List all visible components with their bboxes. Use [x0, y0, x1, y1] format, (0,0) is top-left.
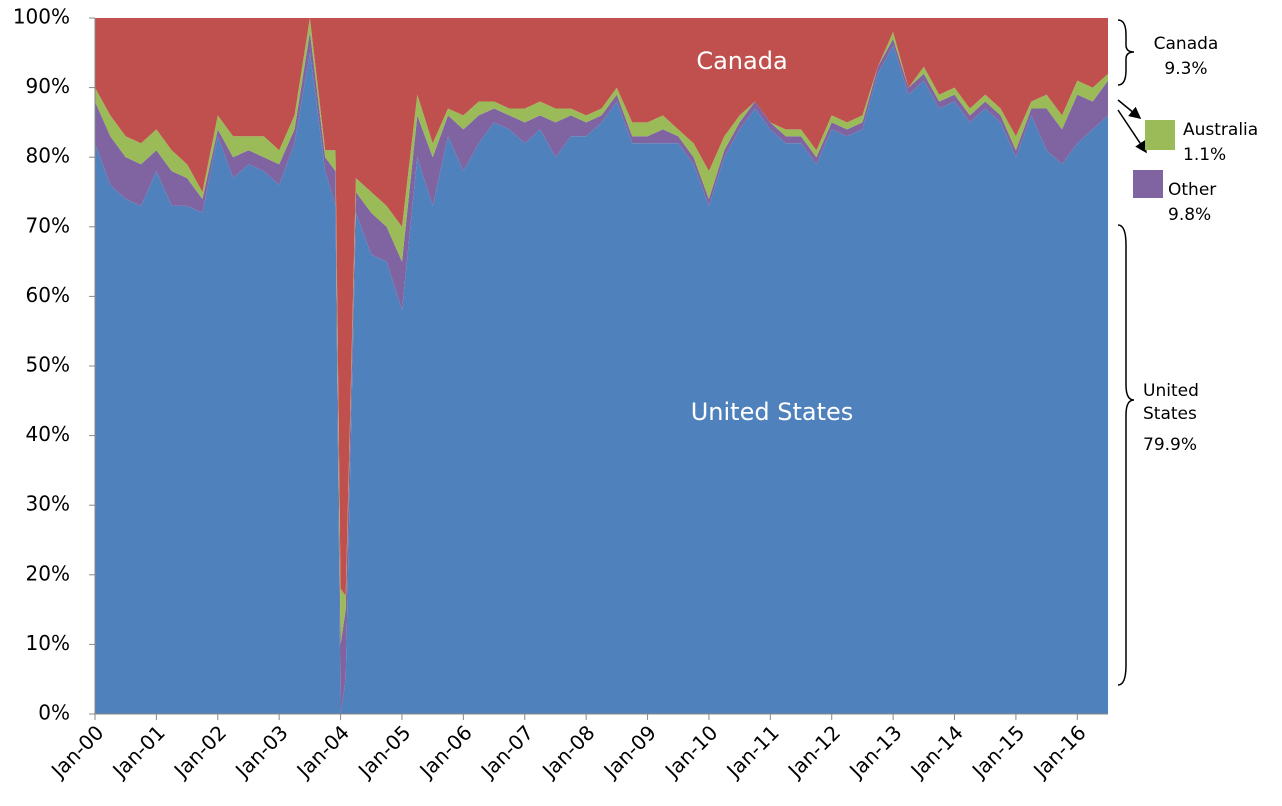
- side-label-name: United States: [1143, 381, 1199, 424]
- side-label: Canada 9.3%: [1145, 32, 1227, 82]
- y-tick-label: 70%: [26, 213, 70, 237]
- x-tick-label: Jan-08: [536, 720, 599, 783]
- x-tick-label: Jan-07: [475, 720, 538, 783]
- x-tick-label: Jan-12: [782, 720, 845, 783]
- x-tick-label: Jan-13: [843, 720, 906, 783]
- side-label: Australia 1.1%: [1183, 118, 1258, 168]
- x-tick-label: Jan-09: [598, 720, 661, 783]
- y-tick-label: 80%: [26, 144, 70, 168]
- x-tick-label: Jan-00: [45, 720, 108, 783]
- side-label-share: 9.3%: [1164, 59, 1208, 79]
- side-label: United States 79.9%: [1143, 380, 1213, 457]
- side-label-name: Canada: [1153, 34, 1219, 54]
- x-tick-label: Jan-05: [352, 720, 415, 783]
- x-tick-label: Jan-04: [291, 720, 354, 783]
- annotation: Canada: [696, 47, 787, 75]
- legend-swatch: [1133, 170, 1163, 198]
- y-tick-label: 90%: [26, 74, 70, 98]
- legend-swatch: [1145, 120, 1175, 150]
- x-tick-label: Jan-16: [1027, 720, 1090, 783]
- x-tick-label: Jan-11: [720, 720, 783, 783]
- y-tick-label: 40%: [26, 422, 70, 446]
- x-tick-label: Jan-02: [168, 720, 231, 783]
- side-label-name: Australia: [1183, 120, 1259, 140]
- x-tick-label: Jan-01: [107, 720, 170, 783]
- y-tick-label: 0%: [38, 701, 70, 725]
- side-label-name: Other: [1168, 180, 1217, 200]
- plot-area: [95, 18, 1108, 715]
- y-tick-label: 10%: [26, 631, 70, 655]
- brace: [1117, 224, 1135, 686]
- area: [95, 18, 1108, 596]
- x-tick-label: Jan-10: [659, 720, 722, 783]
- y-tick-label: 50%: [26, 353, 70, 377]
- side-label: Other 9.8%: [1168, 178, 1216, 228]
- x-tick-label: Jan-15: [966, 720, 1029, 783]
- area: [95, 31, 1108, 714]
- arrow: [1117, 99, 1142, 119]
- brace: [1117, 19, 1135, 86]
- y-tick-label: 60%: [26, 283, 70, 307]
- x-tick-label: Jan-14: [905, 720, 968, 783]
- arrow: [1117, 109, 1147, 154]
- y-tick-label: 30%: [26, 492, 70, 516]
- y-tick-label: 20%: [26, 561, 70, 585]
- y-tick-label: 100%: [13, 5, 70, 29]
- area: [95, 45, 1108, 715]
- side-label-share: 79.9%: [1143, 435, 1198, 455]
- x-tick-label: Jan-03: [229, 720, 292, 783]
- side-label-share: 9.8%: [1168, 205, 1212, 225]
- annotation: United States: [691, 398, 854, 426]
- side-label-share: 1.1%: [1183, 145, 1227, 165]
- x-tick-label: Jan-06: [414, 720, 477, 783]
